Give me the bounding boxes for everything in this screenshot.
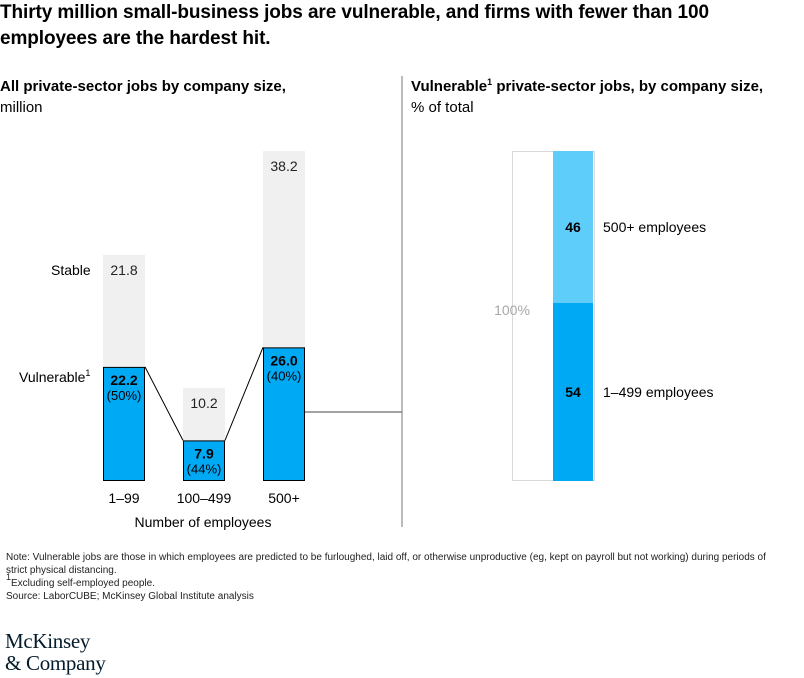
vulnerable-footnote-mark: 1 (85, 368, 90, 378)
chart-notes: Note: Vulnerable jobs are those in which… (6, 552, 796, 603)
note-text: Note: Vulnerable jobs are those in which… (6, 552, 766, 576)
logo-line-2: & Company (5, 651, 106, 675)
vulnerable-bar-2 (263, 347, 305, 481)
footnote-text: 1Excluding self-employed people. (6, 573, 796, 591)
x-axis-title: Number of employees (135, 514, 272, 530)
vulnerable-value-label-0: 22.2 (110, 372, 137, 388)
total-reference-label: 100% (494, 302, 530, 318)
small-firm-share-bar (553, 302, 593, 481)
vulnerable-value-label-1: 7.9 (194, 445, 214, 461)
right-chart-title-main-a: Vulnerable (411, 78, 488, 95)
vulnerable-share-label-2: (40%) (267, 368, 302, 383)
connector-line-0 (144, 366, 184, 441)
right-title-footnote-mark: 1 (487, 77, 493, 87)
large-firm-share-value: 46 (565, 219, 581, 235)
source-text: Source: LaborCUBE; McKinsey Global Insti… (6, 590, 254, 602)
footnote-body: Excluding self-employed people. (11, 578, 155, 589)
stable-bar-1 (183, 387, 225, 441)
right-chart-unit: % of total (411, 99, 474, 116)
vulnerable-value-label-2: 26.0 (270, 352, 297, 368)
stable-bar-0 (103, 254, 145, 367)
logo-line-1: McKinsey (5, 629, 91, 653)
vulnerable-share-label-0: (50%) (107, 388, 142, 403)
left-chart-title-main: All private-sector jobs by company size, (0, 78, 286, 95)
page-title: Thirty million small-business jobs are v… (0, 2, 709, 49)
vulnerable-series-label: Vulnerable1 (19, 368, 90, 385)
mckinsey-logo: McKinsey & Company (5, 630, 106, 674)
left-chart-title: All private-sector jobs by company size,… (0, 76, 390, 118)
x-tick-label-1: 100–499 (177, 490, 232, 506)
vulnerable-bar-0 (103, 366, 145, 481)
right-chart-title-main-b: private-sector jobs, by company size, (492, 78, 764, 95)
right-chart-title: Vulnerable1 private-sector jobs, by comp… (411, 76, 803, 118)
left-chart-unit: million (0, 99, 43, 116)
large-firm-series-label: 500+ employees (603, 219, 706, 235)
stable-series-label: Stable (51, 262, 91, 278)
small-firm-series-label: 1–499 employees (603, 384, 714, 400)
stable-value-label-0: 21.8 (110, 262, 137, 278)
large-firm-share-bar (553, 151, 593, 303)
vulnerable-share-label-1: (44%) (187, 461, 222, 476)
vulnerable-bar-1 (183, 440, 225, 481)
footnote-mark: 1 (6, 572, 12, 582)
small-firm-share-value: 54 (565, 384, 581, 400)
stable-value-label-1: 10.2 (190, 395, 217, 411)
x-tick-label-2: 500+ (268, 490, 300, 506)
stable-bar-2 (263, 151, 305, 348)
connector-line-1 (224, 347, 264, 441)
x-tick-label-0: 1–99 (108, 490, 139, 506)
stable-value-label-2: 38.2 (270, 158, 297, 174)
